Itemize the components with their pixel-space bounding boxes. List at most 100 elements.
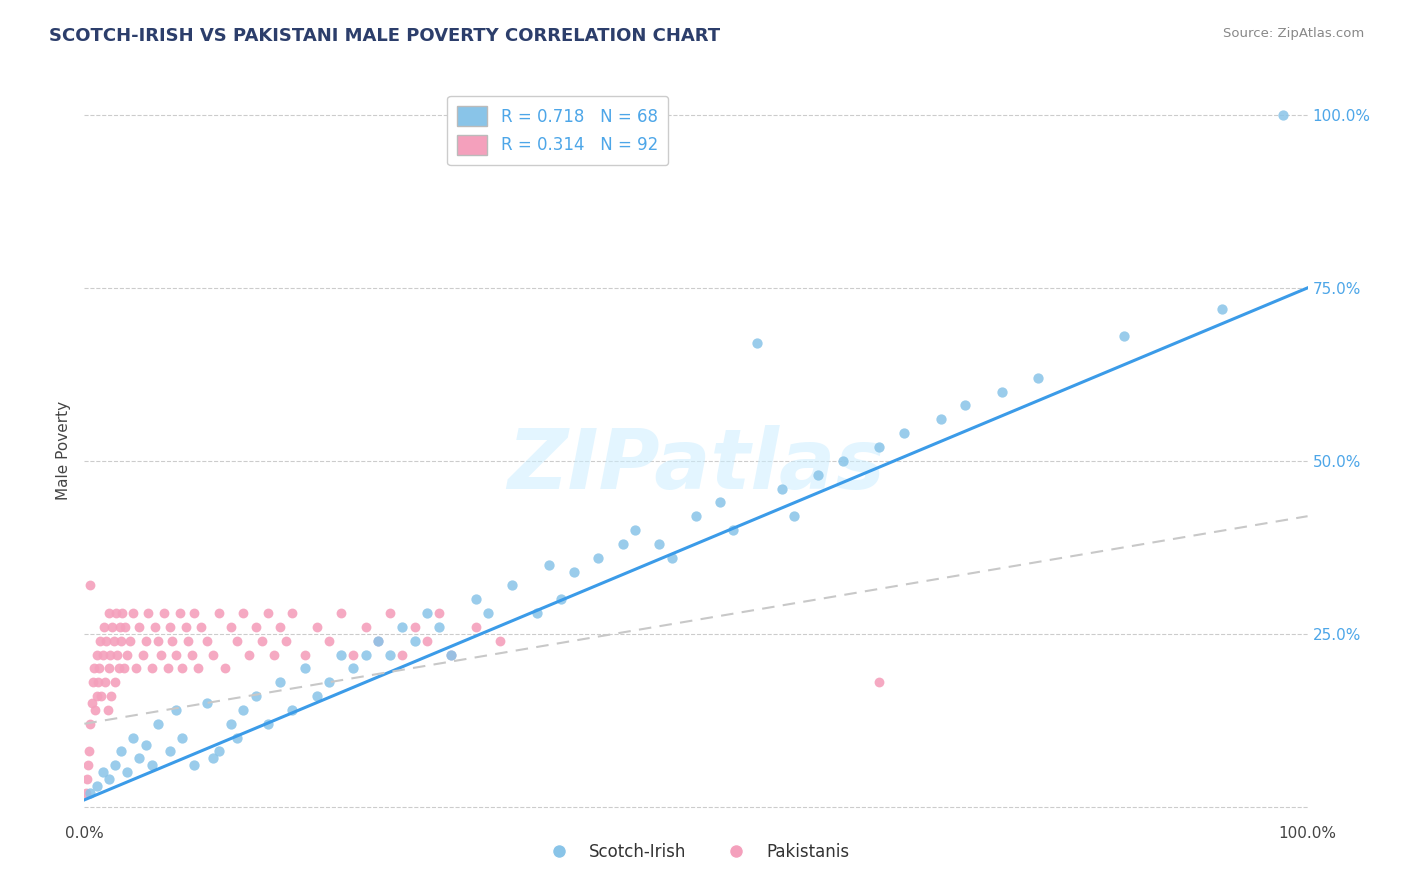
Point (82, 675, 104, 690)
Point (464, 620, 486, 634)
Point (122, 606, 145, 620)
Point (201, 648, 224, 662)
Point (831, 454, 853, 468)
Point (263, 648, 285, 662)
Point (391, 648, 413, 662)
Point (709, 495, 731, 509)
Point (208, 744, 231, 758)
Point (586, 550, 609, 565)
Point (89, 633, 111, 648)
Point (869, 440, 891, 454)
Point (105, 606, 128, 620)
Point (97, 606, 120, 620)
Point (661, 550, 683, 565)
Point (181, 648, 204, 662)
Point (100, 689, 122, 703)
Point (427, 620, 450, 634)
Point (125, 661, 148, 675)
Point (165, 703, 187, 717)
Point (526, 606, 548, 620)
Point (269, 675, 291, 690)
Point (219, 620, 242, 634)
Point (111, 606, 134, 620)
Point (97, 661, 120, 675)
Point (86, 689, 108, 703)
Point (183, 758, 205, 772)
Point (257, 716, 280, 731)
Point (783, 509, 806, 524)
Point (281, 606, 304, 620)
Point (86, 779, 108, 793)
Point (177, 633, 200, 648)
Point (110, 744, 132, 758)
Point (477, 606, 499, 620)
Point (721, 523, 744, 537)
Point (404, 633, 426, 648)
Point (195, 696, 218, 710)
Point (416, 633, 439, 648)
Point (489, 633, 512, 648)
Point (83, 661, 105, 675)
Point (80, 696, 103, 710)
Point (354, 648, 377, 662)
Point (115, 648, 138, 662)
Point (86, 648, 108, 662)
Point (281, 703, 304, 717)
Point (172, 731, 194, 745)
Point (190, 620, 212, 634)
Point (187, 661, 209, 675)
Point (103, 633, 125, 648)
Point (953, 399, 976, 413)
Point (550, 592, 572, 607)
Point (367, 633, 389, 648)
Point (1028, 371, 1050, 385)
Point (276, 633, 298, 648)
Text: Source: ZipAtlas.com: Source: ZipAtlas.com (1223, 27, 1364, 40)
Point (232, 703, 254, 717)
Point (159, 744, 181, 758)
Point (562, 565, 585, 579)
Point (440, 648, 463, 662)
Point (354, 620, 377, 634)
Point (77, 744, 100, 758)
Point (146, 716, 169, 731)
Point (183, 606, 205, 620)
Point (685, 509, 707, 524)
Point (391, 620, 413, 634)
Point (77, 758, 100, 772)
Point (330, 606, 353, 620)
Point (128, 620, 150, 634)
Point (367, 633, 389, 648)
Point (991, 384, 1014, 399)
Point (770, 482, 793, 496)
Point (380, 606, 402, 620)
Point (114, 620, 136, 634)
Point (245, 689, 267, 703)
Point (143, 620, 166, 634)
Text: ZIPatlas: ZIPatlas (508, 425, 884, 506)
Legend: Scotch-Irish, Pakistanis: Scotch-Irish, Pakistanis (536, 837, 856, 868)
Point (294, 661, 316, 675)
Point (226, 633, 249, 648)
Point (98, 648, 121, 662)
Point (404, 620, 426, 634)
Point (929, 412, 952, 426)
Point (97, 703, 120, 717)
Point (1211, 301, 1233, 316)
Point (94, 675, 117, 690)
Point (195, 633, 218, 648)
Point (162, 633, 184, 648)
Point (318, 633, 340, 648)
Point (648, 537, 671, 551)
Point (294, 648, 316, 662)
Point (538, 558, 561, 572)
Point (87, 661, 110, 675)
Point (257, 606, 280, 620)
Point (75, 786, 97, 800)
Point (464, 592, 486, 607)
Point (305, 689, 328, 703)
Point (226, 731, 249, 745)
Point (135, 738, 157, 752)
Point (135, 633, 157, 648)
Point (79, 786, 101, 800)
